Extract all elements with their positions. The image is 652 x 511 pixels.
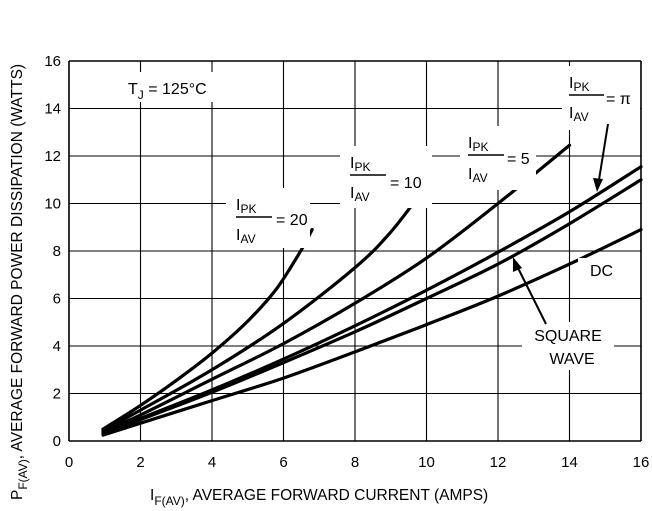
ratio-20-numerator: IPK <box>236 197 256 216</box>
x-tick-label: 16 <box>633 454 650 471</box>
series-line <box>101 178 643 436</box>
grid <box>68 60 642 442</box>
ratio-pi-label: IPK IAV = π <box>562 66 640 130</box>
square-wave-label-bg <box>522 322 614 370</box>
square-wave-label-line1: SQUARE <box>534 328 602 345</box>
y-tick-label: 8 <box>53 243 61 260</box>
ratio-pi-arrowhead <box>593 178 603 192</box>
x-tick-label: 14 <box>561 454 578 471</box>
y-axis-title: PF(AV), AVERAGE FORWARD POWER DISSIPATIO… <box>9 64 30 500</box>
condition-label-bg <box>124 72 228 102</box>
x-axis-title: IF(AV), AVERAGE FORWARD CURRENT (AMPS) <box>150 487 488 508</box>
ratio-10-denominator: IAV <box>350 185 370 204</box>
ratio-20-denominator: IAV <box>236 227 256 246</box>
series-line <box>101 143 572 434</box>
ratio-20-label: IPK IAV = 20 <box>226 188 310 248</box>
y-tick-label: 6 <box>53 291 61 308</box>
series-line <box>101 188 425 432</box>
y-tick-label: 0 <box>53 433 61 450</box>
y-tick-label: 4 <box>53 338 61 355</box>
series-line <box>101 228 314 431</box>
ratio-5-bg <box>460 126 536 190</box>
dc-label: DC <box>590 263 613 280</box>
series-line <box>101 228 643 437</box>
x-tick-label: 8 <box>351 454 359 471</box>
square-wave-label-line2: WAVE <box>549 351 594 368</box>
y-tick-label: 2 <box>53 386 61 403</box>
condition-label: TJ = 125°C <box>128 81 207 102</box>
ratio-pi-bg <box>562 66 640 130</box>
ratio-5-numerator: IPK <box>468 135 488 154</box>
y-tick-label: 14 <box>44 101 61 118</box>
x-tick-label: 6 <box>279 454 287 471</box>
ratio-20-bg <box>226 188 310 248</box>
tick-labels: 0 2 4 6 8 10 12 14 16 0 2 4 6 8 10 12 14 16 <box>44 53 649 471</box>
ratio-pi-denominator: IAV <box>569 105 589 124</box>
ratio-20-value: = 20 <box>276 212 308 229</box>
x-tick-label: 2 <box>136 454 144 471</box>
x-tick-label: 0 <box>65 454 73 471</box>
ratio-5-label: IPK IAV = 5 <box>460 126 536 190</box>
ratio-10-bg <box>340 146 432 208</box>
y-tick-label: 10 <box>44 196 61 213</box>
series-lines <box>101 143 643 437</box>
ratio-10-label: IPK IAV = 10 <box>340 146 432 208</box>
y-tick-label: 16 <box>44 53 61 70</box>
ratio-pi-arrow-line <box>597 123 609 187</box>
x-tick-label: 12 <box>490 454 507 471</box>
ratio-pi-value: = π <box>606 91 631 108</box>
x-tick-label: 4 <box>208 454 216 471</box>
ratio-10-numerator: IPK <box>350 155 370 174</box>
ratio-5-denominator: IAV <box>468 166 488 185</box>
y-tick-label: 12 <box>44 148 61 165</box>
ratio-pi-numerator: IPK <box>569 75 589 94</box>
square-wave-arrow-line <box>515 263 547 325</box>
square-wave-arrowhead <box>513 257 522 272</box>
dc-label-bg <box>578 258 622 282</box>
ratio-10-value: = 10 <box>390 175 422 192</box>
ratio-5-value: = 5 <box>507 151 530 168</box>
x-tick-label: 10 <box>418 454 435 471</box>
